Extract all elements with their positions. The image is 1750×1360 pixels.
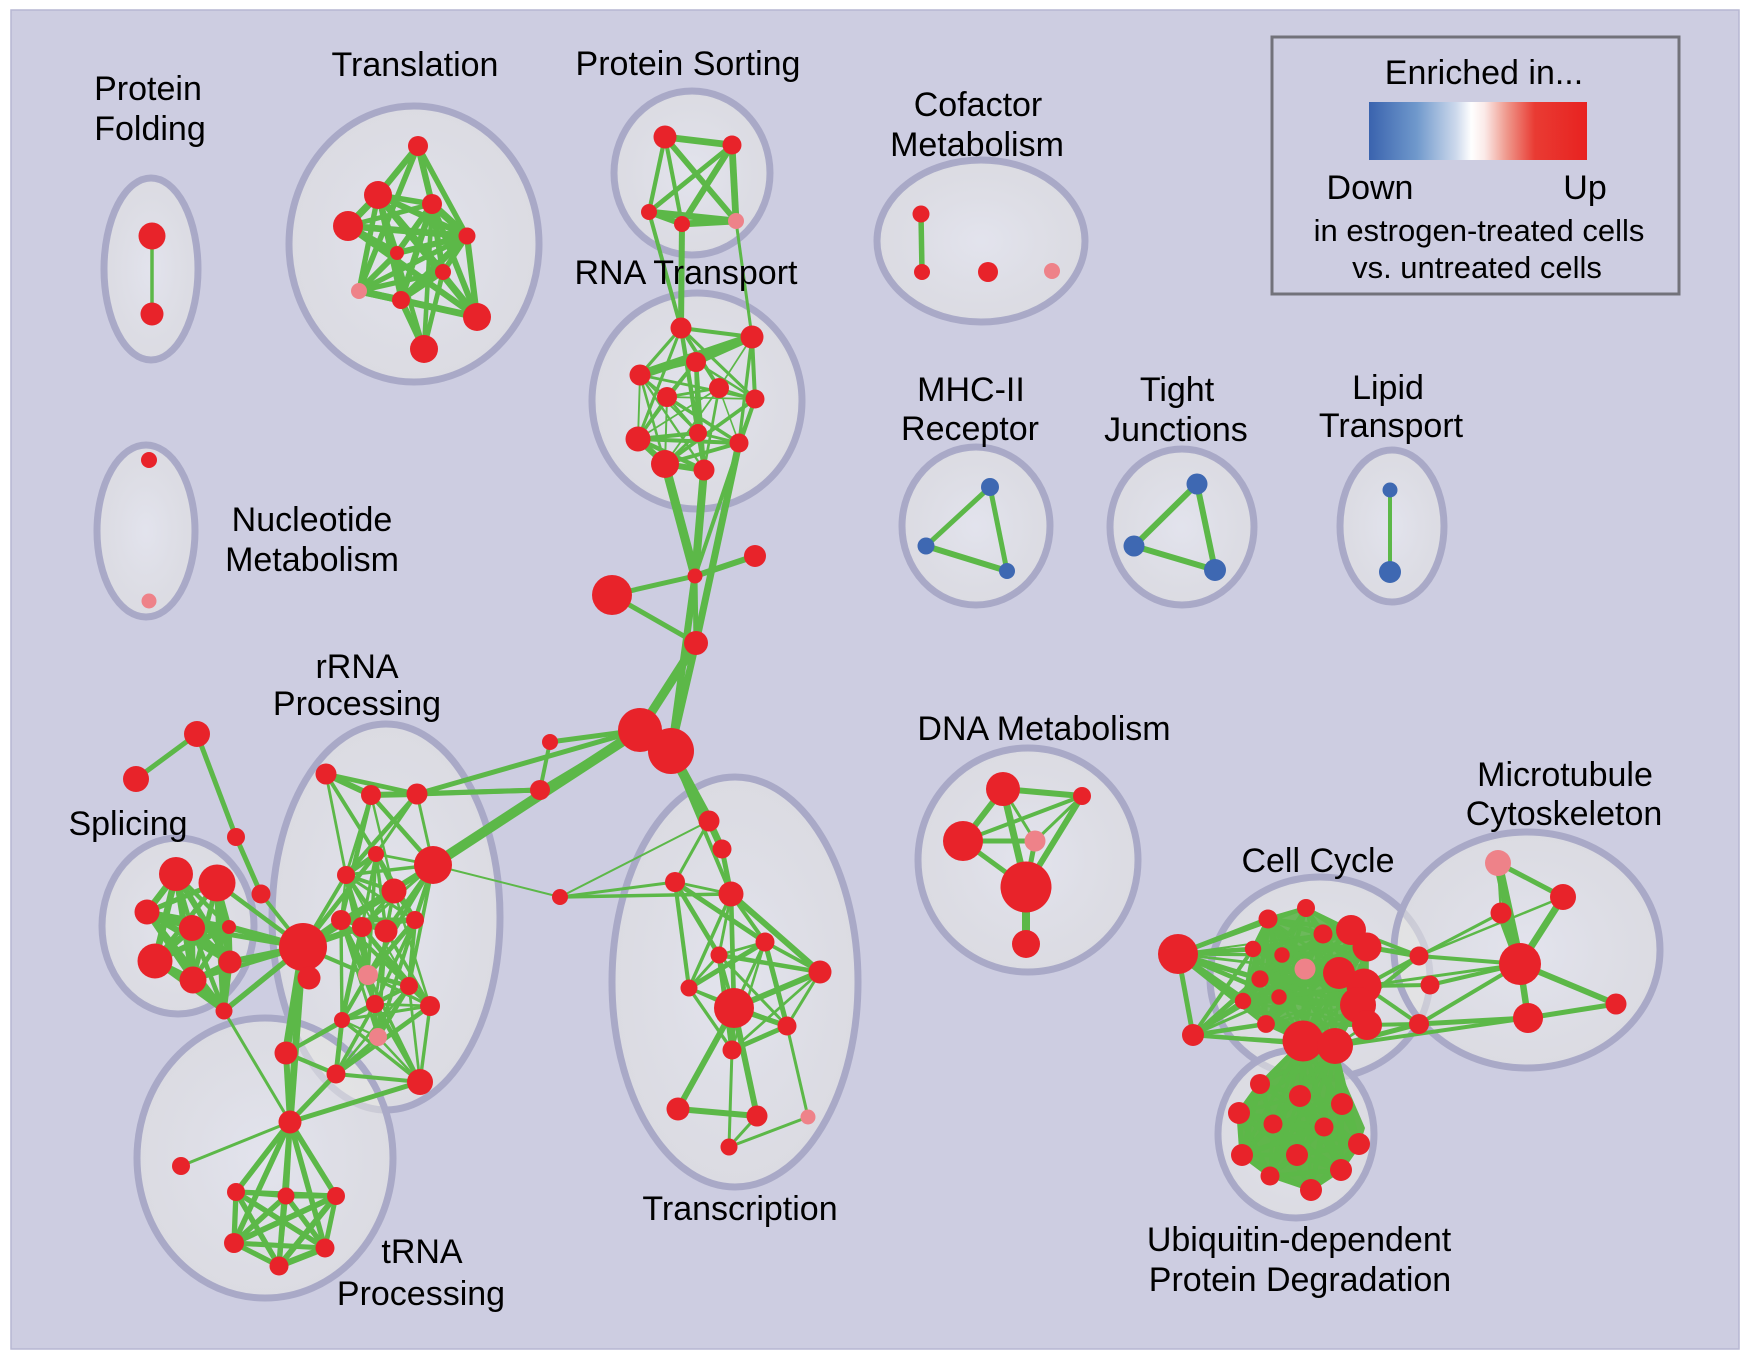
svg-text:Cell Cycle: Cell Cycle: [1241, 842, 1394, 880]
svg-text:Cofactor: Cofactor: [914, 86, 1043, 124]
svg-text:in estrogen-treated cells: in estrogen-treated cells: [1314, 213, 1645, 248]
svg-text:Processing: Processing: [273, 685, 441, 723]
svg-text:Transport: Transport: [1319, 407, 1464, 445]
svg-text:Up: Up: [1563, 169, 1606, 207]
svg-text:Processing: Processing: [337, 1275, 505, 1313]
svg-text:Splicing: Splicing: [68, 805, 187, 843]
svg-text:Tight: Tight: [1140, 371, 1215, 409]
svg-text:Lipid: Lipid: [1352, 369, 1424, 407]
svg-text:Junctions: Junctions: [1104, 411, 1248, 449]
svg-text:tRNA: tRNA: [381, 1233, 463, 1271]
svg-text:Nucleotide: Nucleotide: [232, 501, 393, 539]
svg-text:Protein Degradation: Protein Degradation: [1149, 1261, 1451, 1299]
svg-text:MHC-II: MHC-II: [917, 371, 1025, 409]
svg-text:Enriched in...: Enriched in...: [1385, 54, 1583, 92]
svg-text:Translation: Translation: [332, 46, 499, 84]
svg-text:Folding: Folding: [94, 110, 206, 148]
svg-text:Metabolism: Metabolism: [890, 126, 1064, 164]
svg-text:Receptor: Receptor: [901, 410, 1039, 448]
svg-text:Ubiquitin-dependent: Ubiquitin-dependent: [1147, 1221, 1452, 1259]
svg-text:Protein: Protein: [94, 70, 202, 108]
svg-text:vs. untreated cells: vs. untreated cells: [1352, 250, 1602, 285]
svg-text:Metabolism: Metabolism: [225, 541, 399, 579]
svg-text:rRNA: rRNA: [315, 648, 398, 686]
svg-text:DNA Metabolism: DNA Metabolism: [917, 710, 1170, 748]
svg-text:Cytoskeleton: Cytoskeleton: [1466, 795, 1663, 833]
svg-text:Transcription: Transcription: [642, 1190, 837, 1228]
svg-text:RNA Transport: RNA Transport: [575, 254, 799, 292]
svg-text:Microtubule: Microtubule: [1477, 756, 1653, 794]
svg-text:Protein Sorting: Protein Sorting: [576, 45, 801, 83]
svg-text:Down: Down: [1327, 169, 1414, 207]
